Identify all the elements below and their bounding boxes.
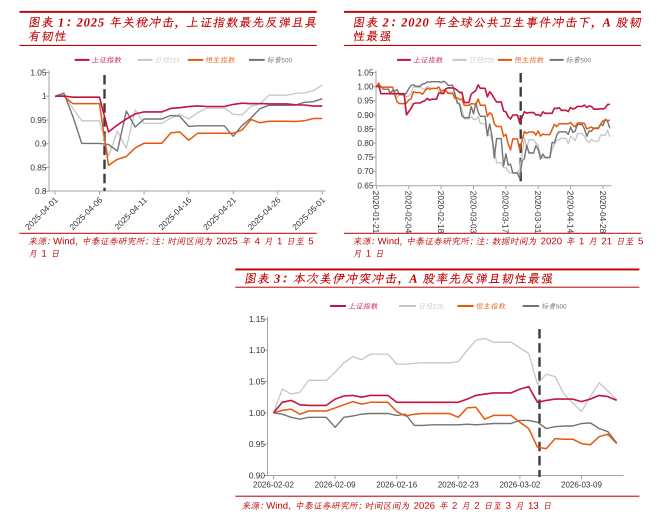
svg-text:2026-02-23: 2026-02-23	[438, 481, 479, 490]
svg-text:1.05: 1.05	[357, 68, 374, 78]
svg-text:1.15: 1.15	[249, 314, 266, 324]
svg-text:0.9: 0.9	[35, 139, 47, 149]
svg-text:2020-04-14: 2020-04-14	[565, 191, 575, 234]
svg-text:2020-03-17: 2020-03-17	[501, 191, 511, 234]
svg-text:0.95: 0.95	[249, 439, 266, 449]
svg-text:2020-03-31: 2020-03-31	[533, 191, 543, 234]
svg-text:1.00: 1.00	[249, 408, 266, 418]
svg-text:2020-04-28: 2020-04-28	[598, 191, 608, 234]
svg-text:0.85: 0.85	[357, 124, 374, 134]
svg-text:0.85: 0.85	[30, 162, 47, 172]
svg-text:0.95: 0.95	[357, 96, 374, 106]
svg-text:2020-03-03: 2020-03-03	[468, 191, 478, 234]
svg-text:0.8: 0.8	[35, 186, 47, 196]
svg-text:1.10: 1.10	[249, 345, 266, 355]
svg-text:1: 1	[42, 91, 47, 101]
svg-text:2026-02-09: 2026-02-09	[315, 481, 356, 490]
svg-text:1.05: 1.05	[30, 67, 47, 77]
svg-text:0.70: 0.70	[357, 166, 374, 176]
svg-text:0.95: 0.95	[30, 115, 47, 125]
svg-text:1.05: 1.05	[249, 377, 266, 387]
svg-text:0.65: 0.65	[357, 180, 374, 190]
svg-text:0.75: 0.75	[357, 152, 374, 162]
svg-text:0.90: 0.90	[357, 110, 374, 120]
svg-text:0.80: 0.80	[357, 138, 374, 148]
svg-text:2020-01-21: 2020-01-21	[371, 191, 381, 234]
svg-text:2026-02-16: 2026-02-16	[376, 481, 417, 490]
svg-text:2026-03-02: 2026-03-02	[499, 481, 540, 490]
svg-text:2020-02-04: 2020-02-04	[404, 191, 414, 234]
svg-text:2026-02-02: 2026-02-02	[253, 481, 294, 490]
svg-text:0.90: 0.90	[249, 470, 266, 480]
svg-text:2020-02-18: 2020-02-18	[436, 191, 446, 234]
svg-text:1.00: 1.00	[357, 82, 374, 92]
svg-text:2026-03-09: 2026-03-09	[561, 481, 602, 490]
